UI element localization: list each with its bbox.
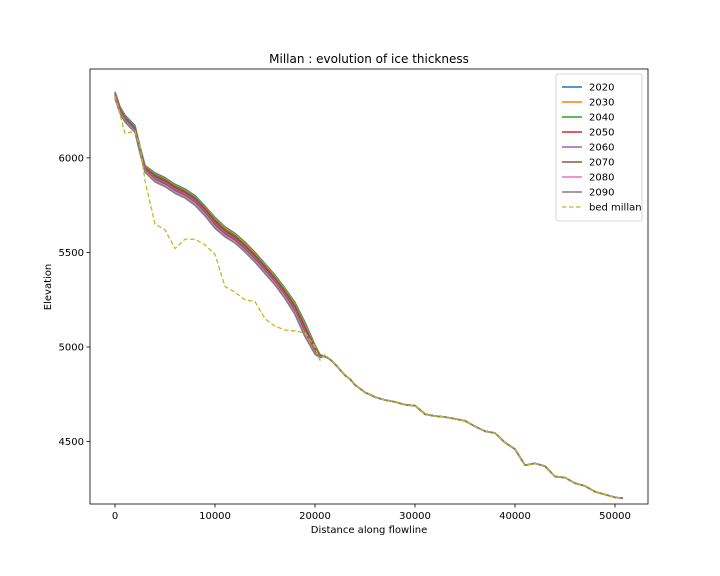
y-tick-label: 5000 <box>59 343 84 354</box>
x-tick-label: 40000 <box>499 511 531 522</box>
legend-label: 2090 <box>589 188 614 199</box>
x-tick-label: 50000 <box>599 511 631 522</box>
legend: 2020 2030 2040 2050 2060 2070 2080 2090 bed mill… <box>555 73 643 222</box>
legend-label: 2030 <box>589 98 614 109</box>
legend-label: bed millan <box>589 203 642 214</box>
axes-frame <box>89 68 649 505</box>
legend-label: 2080 <box>589 173 614 184</box>
x-axis-ticks: 0 10000 20000 30000 40000 50000 <box>112 504 631 522</box>
y-tick-label: 6000 <box>59 153 84 164</box>
plot-lines <box>114 91 624 500</box>
legend-label: 2050 <box>589 128 614 139</box>
x-tick-label: 0 <box>112 511 118 522</box>
legend-label: 2040 <box>589 113 614 124</box>
x-tick-label: 30000 <box>399 511 431 522</box>
legend-box <box>555 73 643 222</box>
y-tick-label: 5500 <box>59 248 84 259</box>
legend-label: 2070 <box>589 158 614 169</box>
y-axis-ticks: 4500 5000 5500 6000 <box>59 153 90 448</box>
legend-label: 2060 <box>589 143 614 154</box>
y-tick-label: 4500 <box>59 437 84 448</box>
x-tick-label: 10000 <box>199 511 231 522</box>
x-axis-label: Distance along flowline <box>311 525 427 536</box>
series-line-bed-millan <box>114 95 624 499</box>
chart-title: Millan : evolution of ice thickness <box>269 52 469 66</box>
legend-label: 2020 <box>589 83 614 94</box>
x-tick-label: 20000 <box>299 511 331 522</box>
y-axis-label: Elevation <box>43 264 54 310</box>
